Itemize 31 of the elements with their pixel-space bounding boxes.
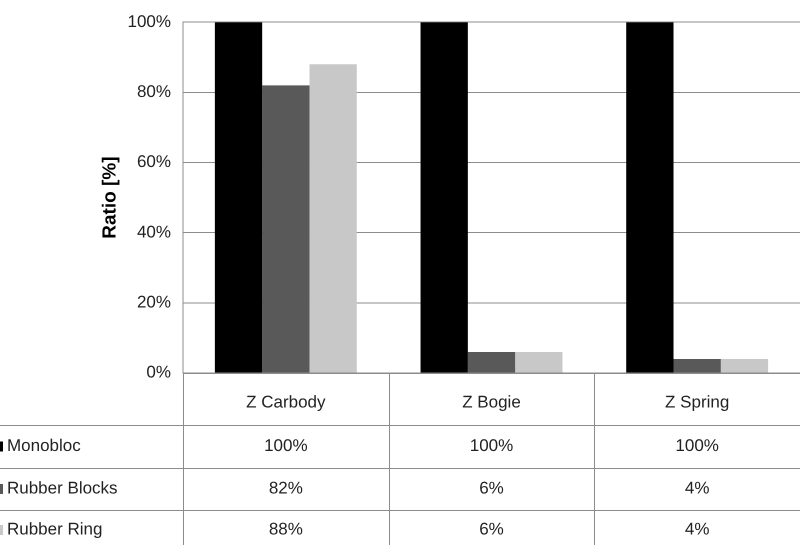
bar xyxy=(262,85,310,372)
data-label: 100% xyxy=(264,436,308,456)
y-tick-label: 0% xyxy=(146,362,171,382)
y-tick-label: 60% xyxy=(136,152,171,172)
data-label: 4% xyxy=(684,520,710,539)
bar xyxy=(674,358,721,372)
legend-label: Rubber Blocks xyxy=(7,478,118,498)
data-label: 4% xyxy=(684,478,710,498)
data-label: 88% xyxy=(268,520,303,539)
data-label: 82% xyxy=(268,478,303,498)
y-tick-label: 20% xyxy=(136,292,171,312)
bar xyxy=(720,358,768,372)
bar xyxy=(468,352,516,372)
bar xyxy=(626,22,674,372)
bar xyxy=(420,22,468,372)
bar xyxy=(515,352,562,372)
data-label: 6% xyxy=(479,520,504,539)
x-tick-label: Z Spring xyxy=(665,392,730,412)
data-label: 6% xyxy=(479,478,504,498)
y-axis-title: Ratio [%] xyxy=(100,156,121,239)
legend-label: Rubber Ring xyxy=(7,520,102,539)
data-label: 100% xyxy=(675,436,719,456)
bar xyxy=(214,22,262,372)
y-tick-label: 80% xyxy=(136,82,171,102)
y-tick-label: 40% xyxy=(136,222,171,242)
x-tick-label: Z Carbody xyxy=(246,392,326,412)
legend-label: Monobloc xyxy=(7,436,82,456)
y-tick-label: 100% xyxy=(128,12,171,31)
bar xyxy=(309,64,357,372)
data-label: 100% xyxy=(470,436,514,456)
x-tick-label: Z Bogie xyxy=(462,392,521,412)
